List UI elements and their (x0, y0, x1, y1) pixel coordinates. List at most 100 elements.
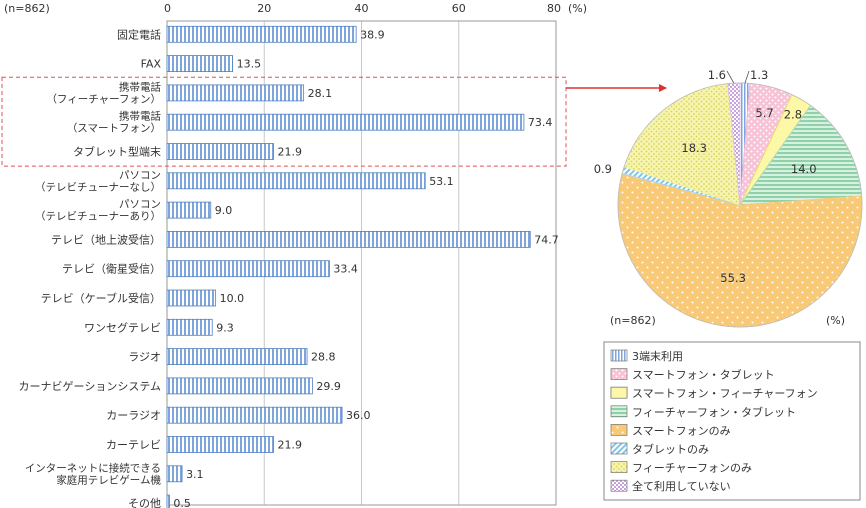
bar-category-label: （テレビチューナーなし） (35, 181, 161, 193)
bar-category-label: （フィーチャーフォン） (46, 93, 161, 105)
bar-value-label: 74.7 (534, 233, 559, 246)
pie-leader-line (726, 70, 735, 84)
bar-mark (166, 143, 274, 160)
bar-value-label: 33.4 (333, 263, 358, 276)
bar-mark (166, 260, 330, 278)
bar-value-label: 21.9 (277, 146, 302, 159)
bar-mark (166, 436, 274, 453)
bar-mark (166, 55, 234, 72)
bar-mark (166, 172, 426, 190)
bar-value-label: 28.1 (308, 87, 333, 100)
legend-swatch (610, 368, 628, 380)
legend-label: スマートフォン・フィーチャーフォン (632, 387, 818, 400)
bar-mark (166, 348, 308, 366)
pie-value-label: 18.3 (681, 141, 707, 155)
legend-swatch (610, 442, 628, 455)
legend-label: フィーチャーフォン・タブレット (632, 405, 796, 419)
bar-value-label: 3.1 (186, 468, 204, 481)
pie-legend-items: 3端末利用スマートフォン・タブレットスマートフォン・フィーチャーフォンフィーチャ… (610, 349, 818, 493)
bar-tick-label: 0 (164, 2, 171, 15)
bar-mark (166, 377, 313, 395)
pie-value-label: 14.0 (791, 162, 817, 176)
bar-category-label: FAX (141, 58, 162, 71)
bar-category-label: （スマートフォン） (67, 123, 161, 135)
pie-value-label: 55.3 (720, 271, 746, 285)
bar-mark (166, 25, 357, 43)
bar-category-label: ラジオ (128, 351, 161, 364)
bar-value-label: 28.8 (311, 351, 336, 364)
pie-leader-line (744, 70, 750, 84)
pie-value-label: 0.9 (594, 162, 612, 176)
bar-tick-label: 40 (355, 2, 369, 15)
bar-category-label: カーナビゲーションシステム (19, 380, 161, 393)
pie-value-label: 2.8 (784, 107, 802, 121)
legend-label: フィーチャーフォンのみ (632, 462, 752, 475)
legend-swatch (610, 405, 628, 418)
pie-legend (603, 341, 861, 501)
bar-category-label: テレビ（衛星受信） (62, 263, 161, 276)
bar-category-label: パソコン (119, 199, 161, 211)
legend-swatch (610, 461, 628, 473)
pie-value-label: 1.6 (708, 68, 726, 82)
bar-value-label: 13.5 (237, 58, 261, 71)
bar-mark (166, 289, 217, 307)
bar-mark (166, 84, 305, 102)
highlight-box (1, 76, 567, 167)
bar-category-label: テレビ（地上波受信） (51, 233, 161, 246)
bar-tick-label: 20 (257, 2, 271, 15)
bar-category-label: （テレビチューナーあり） (35, 211, 161, 223)
legend-label: 3端末利用 (632, 349, 683, 363)
bar-value-label: 9.3 (216, 321, 234, 334)
bar-category-label: パソコン (119, 169, 161, 181)
bar-value-label: 38.9 (360, 28, 385, 41)
bar-axis-ticks: 0 20 40 60 80 (164, 2, 561, 15)
bar-category-label: 携帯電話 (119, 110, 161, 123)
legend-label: タブレットのみ (632, 442, 709, 456)
bar-value-label: 9.0 (215, 204, 233, 217)
bar-category-label: カーラジオ (106, 409, 161, 422)
legend-swatch-fill (610, 386, 628, 399)
bar-category-label: その他 (128, 497, 161, 508)
bar-category-label: 携帯電話 (119, 80, 161, 93)
legend-label: スマートフォン・タブレット (632, 368, 775, 382)
legend-swatch (610, 479, 628, 492)
bar-value-label: 21.9 (277, 439, 302, 452)
bar-mark (166, 230, 531, 248)
pie-sample-label: (n=862) (610, 314, 656, 327)
bar-category-label: タブレット型端末 (73, 145, 161, 159)
bar-marks (166, 25, 531, 508)
bar-value-labels: 38.9 13.5 28.1 73.4 21.9 53.1 9.0 74.7 33.4 10.0 9… (173, 28, 558, 508)
pie-unit-label: (%) (826, 314, 845, 327)
legend-swatch (610, 424, 628, 436)
pie-value-label: 1.3 (750, 68, 768, 82)
pie-value-label: 5.7 (755, 106, 773, 120)
bar-tick-label: 80 (547, 2, 561, 15)
bar-unit-label: (%) (568, 2, 587, 15)
bar-mark (166, 406, 343, 424)
pie-value-labels: 1.3 5.7 2.8 14.0 55.3 0.9 18.3 1.6 (594, 68, 817, 285)
bar-mark (166, 201, 212, 219)
bar-category-label: ワンセグテレビ (84, 320, 161, 334)
bar-mark (166, 494, 170, 508)
bar-category-labels: 固定電話FAX携帯電話（フィーチャーフォン）携帯電話（スマートフォン）タブレット… (19, 27, 162, 508)
bar-category-label: 家庭用テレビゲーム機 (56, 473, 161, 486)
bar-mark (166, 318, 213, 336)
bar-value-label: 10.0 (220, 292, 245, 305)
legend-swatch (610, 349, 628, 362)
bar-value-label: 36.0 (346, 409, 371, 422)
bar-value-label: 0.5 (173, 497, 191, 508)
legend-label: スマートフォンのみ (632, 424, 731, 437)
bar-value-label: 73.4 (528, 116, 553, 129)
bar-value-label: 29.9 (316, 380, 341, 393)
bar-category-label: カーテレビ (106, 439, 161, 452)
pie-slices (617, 82, 863, 328)
bar-category-label: テレビ（ケーブル受信） (41, 291, 161, 305)
bar-category-label: 固定電話 (117, 27, 161, 41)
bar-value-label: 53.1 (429, 175, 454, 188)
legend-label: 全て利用していない (632, 479, 731, 493)
bar-mark (166, 113, 525, 131)
bar-sample-label: (n=862) (4, 2, 50, 15)
bar-tick-label: 60 (452, 2, 466, 15)
bar-category-label: インターネットに接続できる (25, 461, 161, 474)
